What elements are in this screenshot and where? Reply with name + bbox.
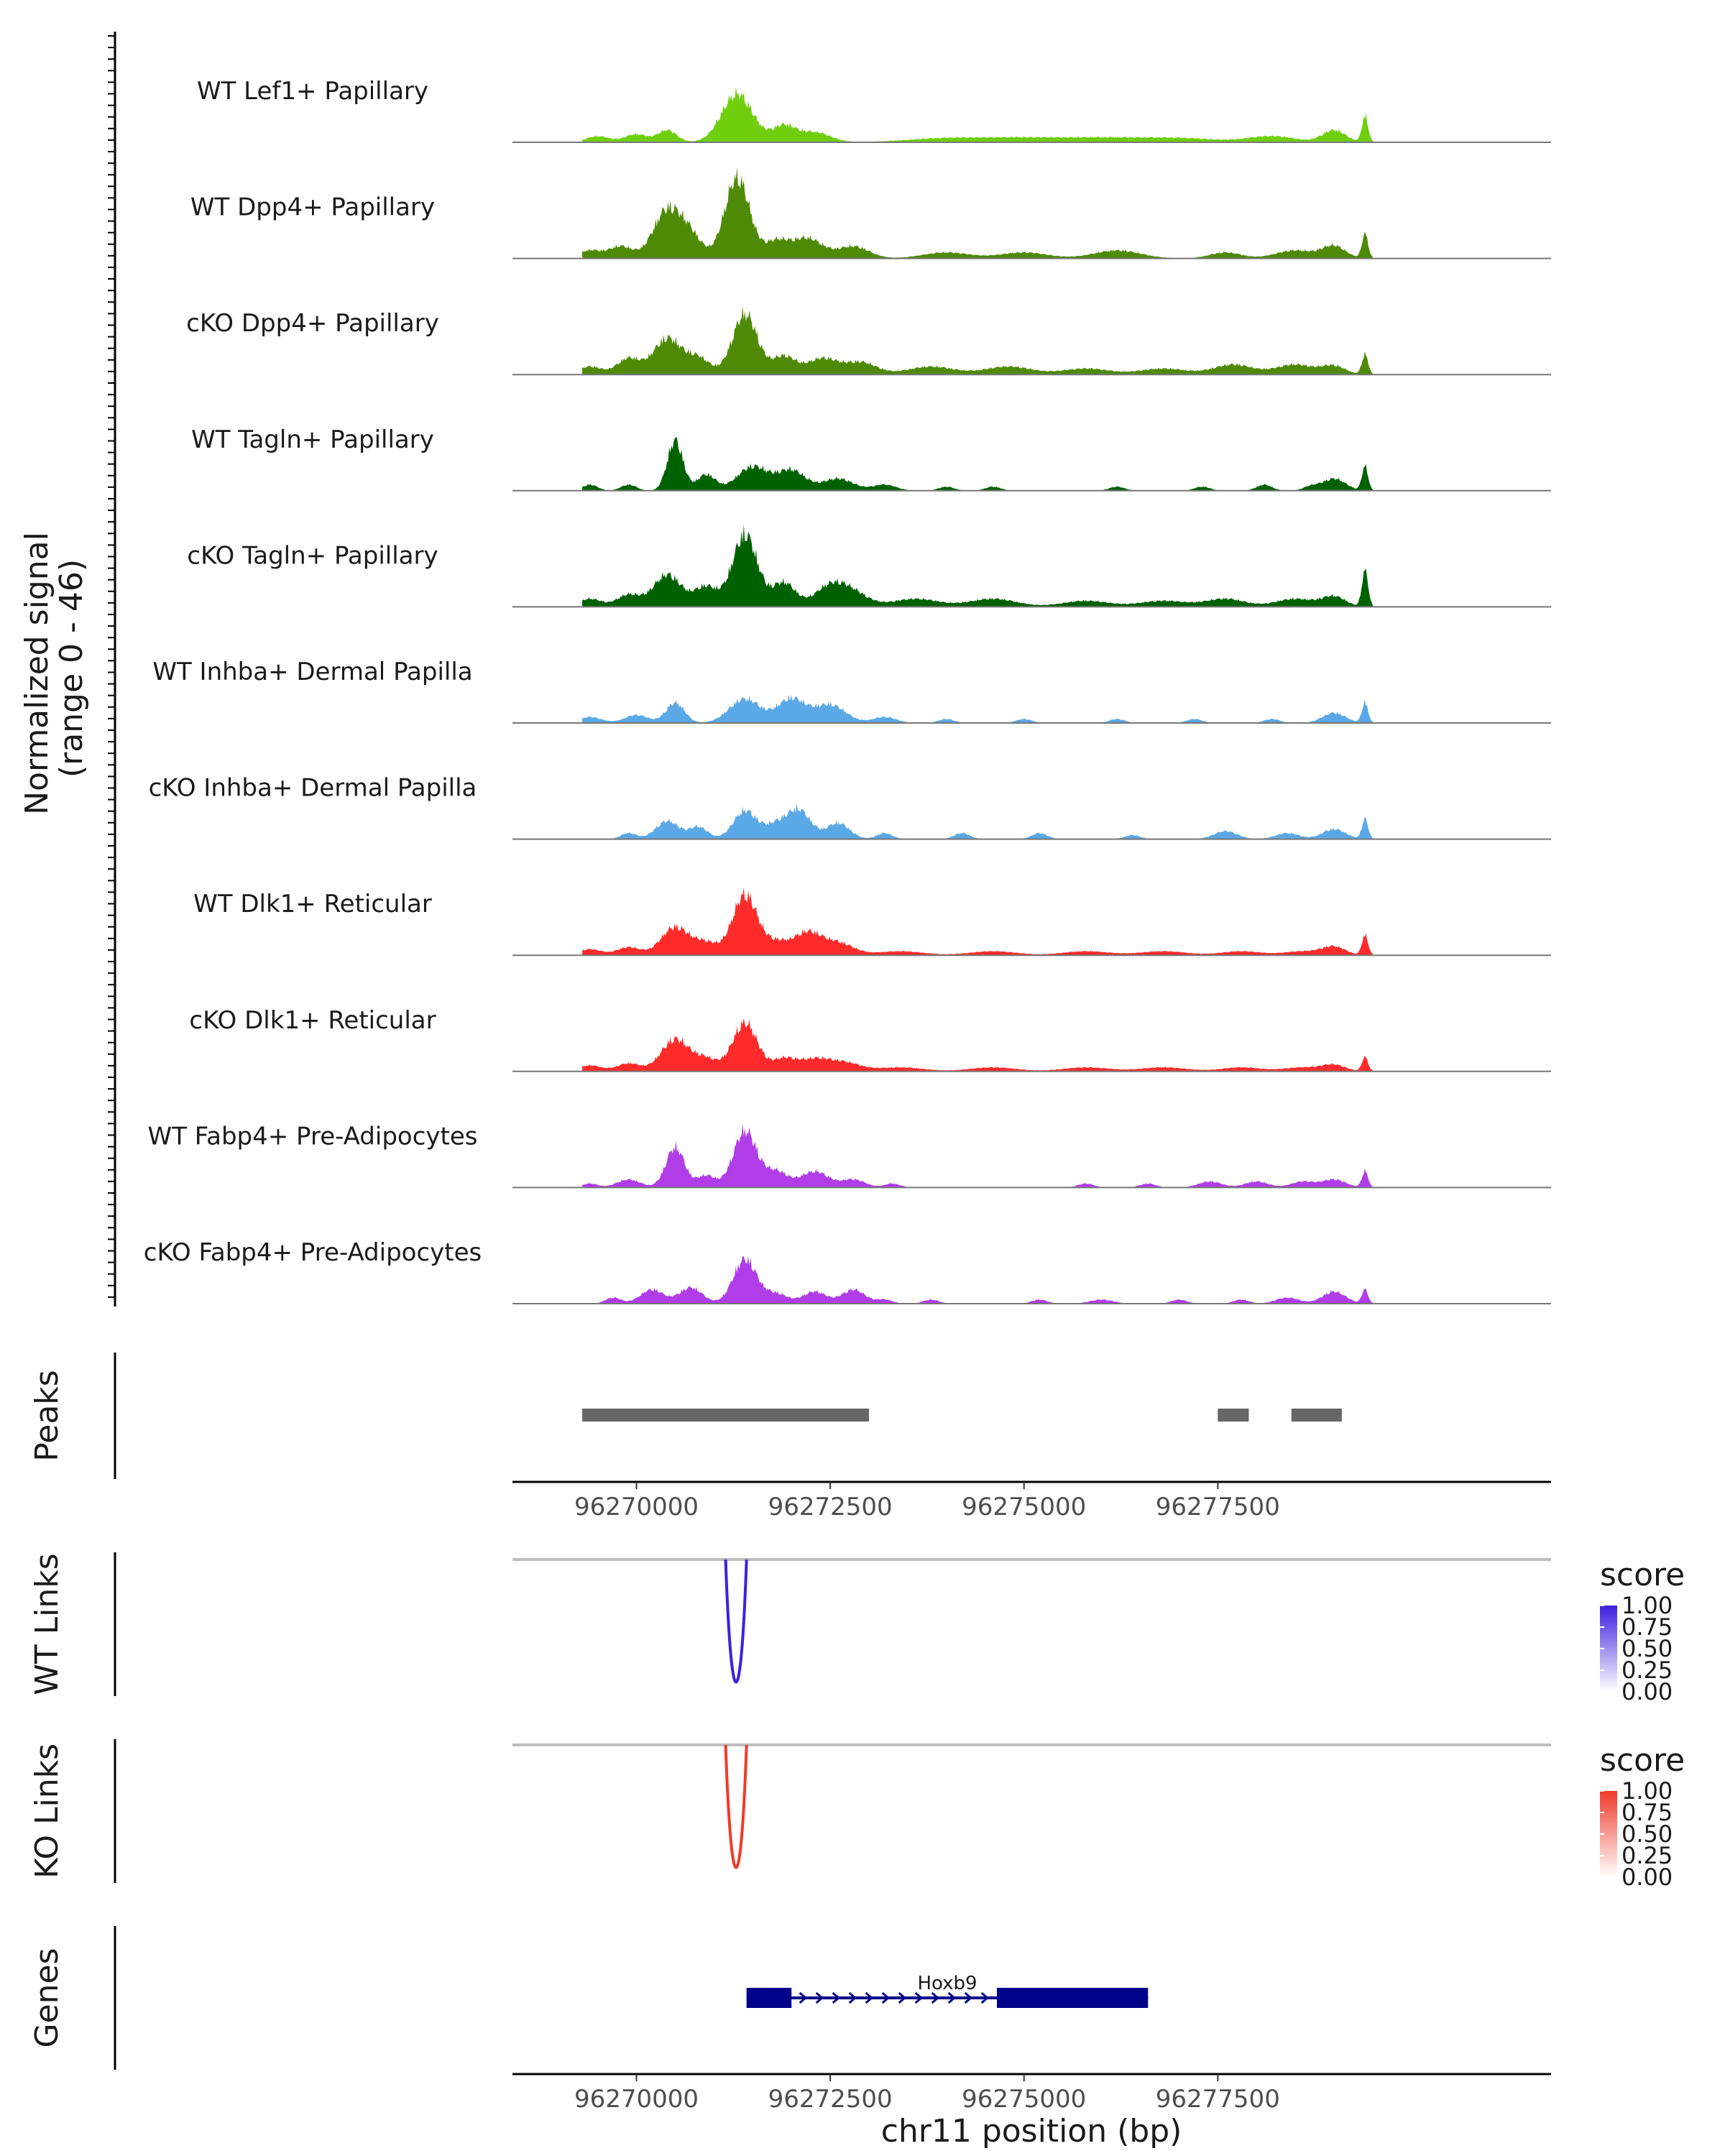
track-0: WT Lef1+ Papillary bbox=[197, 77, 1551, 143]
x-tick-label: 96272500 bbox=[768, 2085, 893, 2114]
strand-arrow bbox=[980, 1991, 989, 2004]
peaks-panel: Peaks 96270000 96272500 96275000 96277500 bbox=[29, 1353, 1551, 1521]
strand-arrow bbox=[931, 1991, 939, 2004]
track-label: WT Tagln+ Papillary bbox=[191, 425, 434, 454]
legend-label: 0.00 bbox=[1622, 1678, 1673, 1705]
peak-regions bbox=[582, 1409, 1342, 1422]
x-axis-title: chr11 position (bp) bbox=[881, 2113, 1182, 2150]
signal-area bbox=[582, 167, 1373, 259]
x-tick-label: 96275000 bbox=[962, 2085, 1086, 2114]
x-tick-label: 96277500 bbox=[1156, 2085, 1280, 2114]
track-label: WT Inhba+ Dermal Papilla bbox=[152, 658, 472, 686]
signal-area bbox=[582, 887, 1373, 956]
strand-arrow bbox=[914, 1991, 923, 2004]
wt-link-arc bbox=[724, 1559, 748, 1684]
track-label: cKO Fabp4+ Pre-Adipocytes bbox=[144, 1238, 482, 1267]
gene-model bbox=[746, 1988, 1149, 2008]
signal-area bbox=[582, 1123, 1373, 1188]
gene-name-hoxb9: Hoxb9 bbox=[917, 1973, 977, 1994]
signal-area bbox=[582, 803, 1373, 839]
genes-x-ticks: 96270000 96272500 96275000 96277500 bbox=[574, 2074, 1280, 2114]
track-1: WT Dpp4+ Papillary bbox=[190, 167, 1551, 259]
gene-exon bbox=[996, 1988, 1149, 2008]
signal-area bbox=[582, 1018, 1373, 1072]
ko-score-legend: 1.000.750.500.250.00 bbox=[1600, 1777, 1673, 1891]
strand-arrow bbox=[832, 1991, 840, 2004]
coverage-panel: Normalized signal (range 0 - 46) WT Lef1… bbox=[19, 32, 1551, 1307]
track-label: cKO Dpp4+ Papillary bbox=[186, 309, 439, 338]
track-label: WT Dlk1+ Reticular bbox=[193, 890, 432, 918]
track-label: cKO Tagln+ Papillary bbox=[187, 541, 438, 570]
track-5: WT Inhba+ Dermal Papilla bbox=[152, 658, 1551, 724]
legend-label: 0.00 bbox=[1622, 1864, 1673, 1891]
track-label: cKO Dlk1+ Reticular bbox=[189, 1006, 436, 1035]
track-label: WT Lef1+ Papillary bbox=[197, 77, 428, 106]
peak-region bbox=[1218, 1409, 1249, 1422]
x-tick-label: 96277500 bbox=[1156, 1493, 1280, 1521]
peaks-x-ticks: 96270000 96272500 96275000 96277500 bbox=[574, 1482, 1280, 1521]
x-tick-label: 96270000 bbox=[574, 1493, 699, 1521]
strand-arrow bbox=[964, 1991, 972, 2004]
ko-link-arc bbox=[724, 1744, 748, 1869]
track-label: WT Fabp4+ Pre-Adipocytes bbox=[148, 1122, 478, 1151]
peak-region bbox=[1291, 1409, 1342, 1422]
ko-links-label: KO Links bbox=[29, 1743, 65, 1879]
signal-area bbox=[582, 87, 1373, 142]
ko-links-panel: KO Links score 1.000.750.500.250.00 bbox=[29, 1739, 1685, 1891]
y-label-line-1: Normalized signal bbox=[19, 532, 55, 815]
track-9: WT Fabp4+ Pre-Adipocytes bbox=[148, 1122, 1551, 1189]
track-10: cKO Fabp4+ Pre-Adipocytes bbox=[144, 1238, 1551, 1304]
y-label-line-2: (range 0 - 46) bbox=[53, 559, 90, 778]
coverage-y-ticks bbox=[108, 35, 115, 1298]
wt-legend-title: score bbox=[1600, 1557, 1685, 1593]
signal-area bbox=[582, 306, 1373, 375]
signal-area bbox=[582, 694, 1373, 723]
wt-score-legend: 1.000.750.500.250.00 bbox=[1600, 1592, 1673, 1705]
coverage-tracks: WT Lef1+ Papillary WT Dpp4+ Papillary cKO … bbox=[144, 77, 1551, 1304]
gene-exon bbox=[746, 1988, 792, 2008]
coverage-y-axis-label: Normalized signal (range 0 - 46) bbox=[19, 522, 90, 815]
legend-label: 1.00 bbox=[1622, 1777, 1673, 1805]
legend-label: 0.75 bbox=[1622, 1799, 1673, 1826]
track-label: cKO Inhba+ Dermal Papilla bbox=[149, 774, 477, 803]
legend-label: 0.50 bbox=[1622, 1820, 1673, 1848]
genes-panel: Genes Hoxb9 96270000 96272500 96275000 9627… bbox=[29, 1926, 1551, 2150]
x-tick-label: 96275000 bbox=[962, 1493, 1086, 1521]
track-2: cKO Dpp4+ Papillary bbox=[186, 306, 1551, 376]
track-8: cKO Dlk1+ Reticular bbox=[189, 1006, 1551, 1072]
peak-region bbox=[582, 1409, 870, 1422]
wt-links-panel: WT Links score 1.000.750.500.250.00 bbox=[29, 1552, 1685, 1705]
strand-arrow bbox=[947, 1991, 956, 2004]
signal-area bbox=[582, 437, 1373, 491]
track-7: WT Dlk1+ Reticular bbox=[193, 887, 1551, 957]
x-tick-label: 96270000 bbox=[574, 2085, 699, 2114]
legend-label: 1.00 bbox=[1622, 1592, 1673, 1619]
x-tick-label: 96272500 bbox=[768, 1493, 893, 1521]
track-label: WT Dpp4+ Papillary bbox=[190, 193, 435, 222]
strand-arrow bbox=[898, 1991, 906, 2004]
ko-legend-title: score bbox=[1600, 1742, 1685, 1779]
legend-label: 0.50 bbox=[1622, 1635, 1673, 1662]
legend-label: 0.25 bbox=[1622, 1657, 1673, 1684]
strand-arrow bbox=[799, 1991, 807, 2004]
strand-arrow bbox=[815, 1991, 824, 2004]
peaks-label: Peaks bbox=[29, 1370, 65, 1461]
signal-area bbox=[582, 524, 1373, 607]
track-6: cKO Inhba+ Dermal Papilla bbox=[149, 774, 1551, 840]
strand-arrow bbox=[881, 1991, 890, 2004]
strand-arrow bbox=[865, 1991, 873, 2004]
signal-area bbox=[582, 1256, 1373, 1304]
track-3: WT Tagln+ Papillary bbox=[191, 425, 1551, 492]
strand-arrow bbox=[848, 1991, 857, 2004]
track-4: cKO Tagln+ Papillary bbox=[187, 524, 1551, 608]
wt-links-label: WT Links bbox=[29, 1553, 65, 1695]
legend-label: 0.75 bbox=[1622, 1613, 1673, 1641]
legend-label: 0.25 bbox=[1622, 1842, 1673, 1869]
genes-label: Genes bbox=[29, 1948, 65, 2047]
